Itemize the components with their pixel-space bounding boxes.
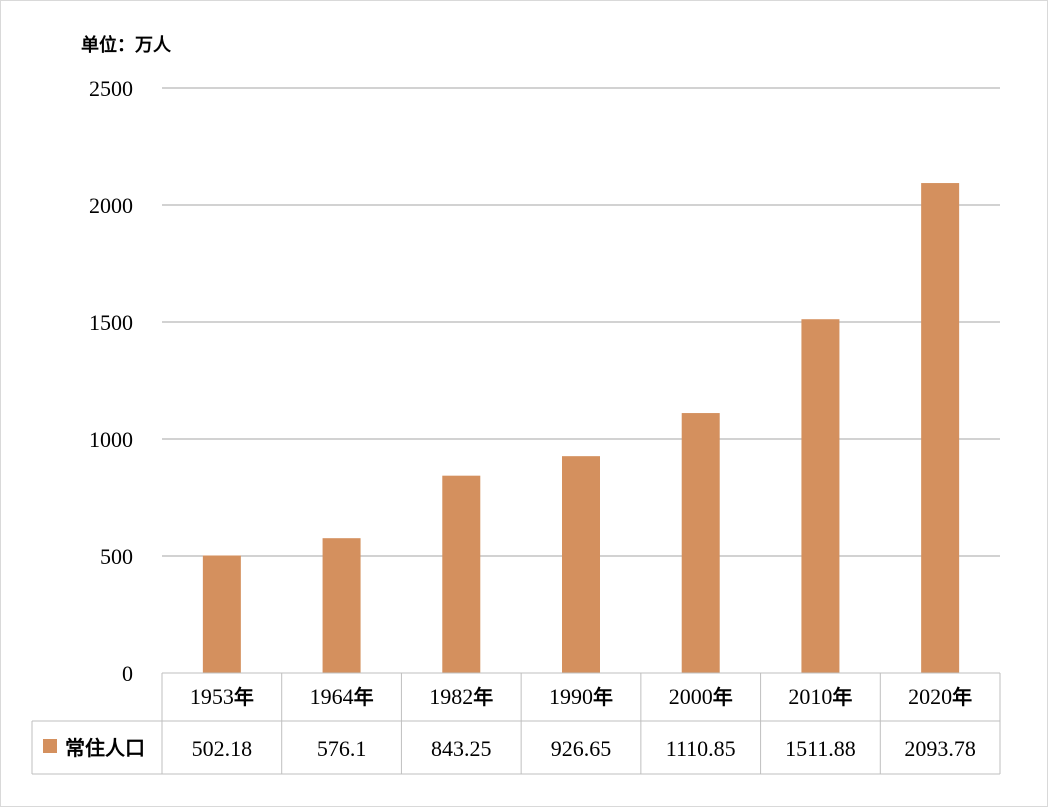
x-category-label: 1982年 (429, 684, 493, 709)
y-tick-label: 0 (122, 661, 133, 686)
x-category-label: 1990年 (549, 684, 613, 709)
x-category-label: 1953年 (190, 684, 254, 709)
bar (801, 319, 840, 673)
x-category-label: 2000年 (669, 684, 733, 709)
bar (562, 456, 600, 673)
y-tick-label: 1000 (89, 427, 133, 452)
series-name-label: 常住人口 (65, 736, 145, 760)
x-category-label: 2020年 (908, 684, 972, 709)
bar (442, 475, 481, 673)
y-tick-label: 2500 (89, 76, 133, 101)
y-tick-label: 500 (100, 544, 133, 569)
data-value-label: 1110.85 (666, 736, 736, 761)
bar (681, 413, 720, 673)
legend-swatch (43, 739, 57, 753)
data-value-label: 576.1 (317, 736, 367, 761)
x-category-label: 1964年 (310, 684, 374, 709)
data-value-label: 2093.78 (904, 736, 976, 761)
bar (322, 538, 361, 673)
data-value-label: 502.18 (192, 736, 253, 761)
unit-label: 单位：万人 (81, 35, 171, 56)
data-value-label: 926.65 (551, 736, 612, 761)
bar (921, 183, 960, 673)
y-tick-label: 2000 (89, 193, 133, 218)
bar (202, 555, 241, 673)
x-category-label: 2010年 (788, 684, 852, 709)
data-value-label: 1511.88 (785, 736, 856, 761)
y-tick-label: 1500 (89, 310, 133, 335)
data-value-label: 843.25 (431, 736, 492, 761)
